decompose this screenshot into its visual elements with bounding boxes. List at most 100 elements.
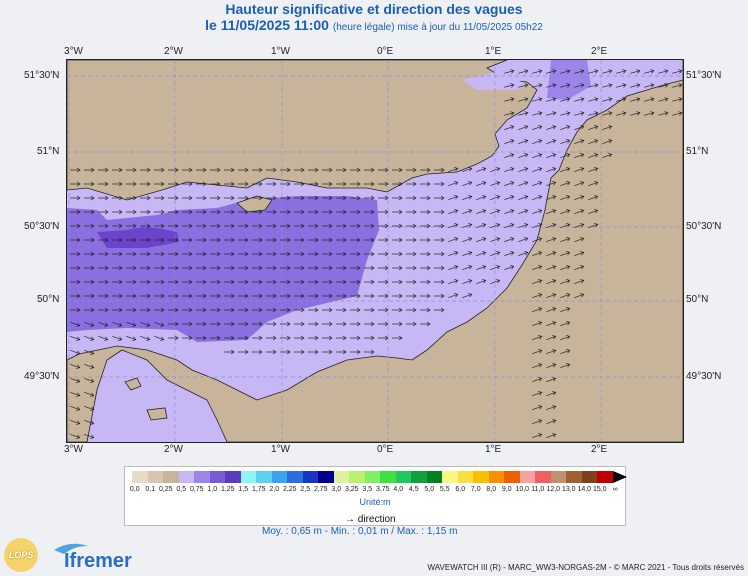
wave-arrow [350, 181, 361, 187]
wave-arrow [294, 335, 305, 341]
wave-arrow [490, 279, 501, 285]
wave-arrow [98, 223, 109, 229]
wave-arrow [588, 167, 599, 173]
wave-arrow [336, 307, 347, 313]
legend-color-scale [132, 471, 627, 483]
wave-arrow [238, 209, 249, 215]
wave-arrow [574, 251, 585, 257]
wave-arrow [350, 349, 361, 355]
wave-arrow [434, 223, 445, 229]
wave-arrow [504, 69, 515, 74]
wave-arrow [532, 97, 543, 102]
wave-arrow [392, 237, 403, 243]
legend-swatch [426, 471, 442, 483]
wave-arrow [378, 293, 389, 299]
wave-arrow [70, 321, 81, 327]
wave-arrow [434, 293, 445, 299]
wave-arrow [350, 279, 361, 285]
legend-swatch [287, 471, 303, 483]
legend-swatch [535, 471, 551, 483]
wave-arrow [280, 279, 291, 285]
wave-arrow [252, 181, 263, 187]
wave-arrow [252, 209, 263, 215]
wave-arrow [574, 209, 585, 215]
wave-arrow [672, 111, 683, 116]
wave-arrow [616, 83, 627, 88]
wave-arrow [238, 321, 249, 327]
wave-arrow [126, 167, 137, 173]
wave-arrow [84, 279, 95, 285]
wave-arrow [308, 307, 319, 313]
wave-arrow [406, 251, 417, 257]
legend-swatch [473, 471, 489, 483]
wave-arrow [560, 111, 571, 116]
wave-arrow [350, 209, 361, 215]
wave-arrow [266, 237, 277, 243]
wave-arrow [70, 391, 81, 397]
wave-arrow [420, 195, 431, 201]
wave-arrow [70, 307, 81, 313]
wave-arrow [504, 181, 515, 187]
wave-arrow [196, 223, 207, 229]
wave-arrow [364, 209, 375, 215]
wave-arrow [490, 167, 501, 173]
wave-arrow [448, 237, 459, 243]
wave-arrow [392, 321, 403, 327]
wave-arrow [168, 195, 179, 201]
wave-arrow [350, 293, 361, 299]
wave-arrow [224, 321, 235, 327]
wave-arrow [98, 181, 109, 187]
wave-arrow [168, 293, 179, 299]
wave-arrow [308, 195, 319, 201]
wave-arrow [84, 377, 95, 383]
wave-arrow [588, 69, 599, 74]
wave-arrow [546, 69, 557, 74]
wave-arrow [322, 335, 333, 341]
wave-arrow [154, 335, 165, 341]
wave-arrow [84, 181, 95, 187]
wave-arrow [602, 69, 613, 74]
wave-arrow [462, 195, 473, 201]
wave-arrow [70, 433, 81, 439]
legend-tick-label: 2,25 [282, 486, 297, 493]
wave-arrow [238, 279, 249, 285]
wave-arrow [448, 265, 459, 271]
wave-arrow [434, 251, 445, 257]
legend-tick-label: 15,0 [592, 486, 607, 493]
wave-arrow [266, 209, 277, 215]
wave-arrow [210, 181, 221, 187]
wave-arrow [560, 363, 571, 369]
legend-swatch [581, 471, 597, 483]
wave-arrow [126, 181, 137, 187]
wave-arrow [224, 307, 235, 313]
wave-map[interactable] [66, 59, 684, 443]
wave-arrow [154, 279, 165, 285]
wave-arrow [266, 349, 277, 355]
wave-arrow [560, 153, 571, 159]
wave-arrow [406, 195, 417, 201]
wave-arrow [182, 195, 193, 201]
wave-arrow [280, 181, 291, 187]
lon-tick-bottom-2w: 2°W [164, 444, 183, 455]
lon-tick-bottom-3w: 3°W [64, 444, 83, 455]
wave-arrow [406, 167, 417, 173]
wave-arrow [434, 181, 445, 187]
wave-arrow [154, 293, 165, 299]
legend-tick-label: 1,25 [220, 486, 235, 493]
wave-arrow [532, 139, 543, 145]
legend-swatch [349, 471, 365, 483]
wave-arrow [546, 349, 557, 355]
wave-arrow [252, 293, 263, 299]
lon-tick-bottom-1e: 1°E [485, 444, 502, 455]
wave-arrow [532, 279, 543, 285]
wave-arrow [196, 265, 207, 271]
wave-arrow [518, 125, 529, 131]
wave-arrow [434, 167, 445, 173]
wave-arrow [560, 167, 571, 173]
wave-arrow [238, 307, 249, 313]
wave-arrow [588, 125, 599, 131]
wave-arrow [266, 279, 277, 285]
wave-arrow [252, 237, 263, 243]
wave-direction-arrows [70, 69, 683, 439]
wave-arrow [168, 335, 179, 341]
